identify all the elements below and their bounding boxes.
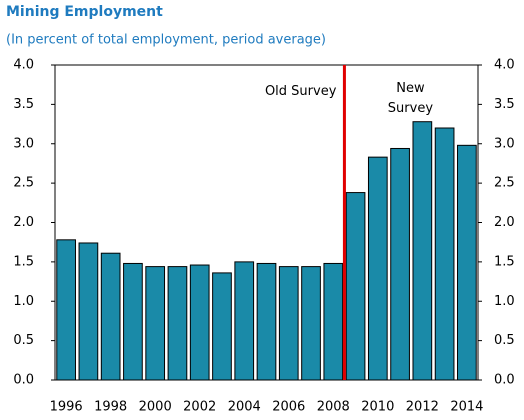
x-tick-label: 2012 bbox=[406, 400, 439, 415]
x-tick-label: 2002 bbox=[183, 400, 216, 415]
bar bbox=[345, 192, 366, 381]
x-tick-label: 1996 bbox=[50, 400, 83, 415]
bar bbox=[123, 262, 143, 381]
bar bbox=[301, 266, 321, 381]
annotation: New Survey bbox=[388, 81, 434, 116]
y2-tick-label: 2.0 bbox=[494, 215, 515, 230]
y-tick-label: 2.0 bbox=[13, 215, 34, 230]
annotation: Old Survey bbox=[265, 84, 337, 99]
annotation-line: Survey bbox=[388, 101, 434, 116]
bar bbox=[145, 266, 166, 381]
bar bbox=[390, 147, 410, 381]
bar bbox=[78, 242, 99, 381]
y2-tick-label: 0.5 bbox=[494, 333, 515, 348]
bar bbox=[56, 239, 76, 381]
bar bbox=[167, 266, 188, 381]
x-tick-label: 2000 bbox=[139, 400, 172, 415]
x-tick-label: 1998 bbox=[94, 400, 127, 415]
bar bbox=[100, 252, 121, 381]
bar bbox=[256, 262, 277, 381]
x-tick-label: 2006 bbox=[272, 400, 305, 415]
y-tick-label: 0.5 bbox=[13, 333, 34, 348]
annotation-line: New bbox=[396, 81, 425, 96]
bar bbox=[457, 144, 477, 381]
y2-tick-label: 4.0 bbox=[494, 58, 515, 73]
chart-title: Mining Employment bbox=[6, 4, 163, 20]
annotation-line: Old Survey bbox=[265, 84, 337, 99]
plot-frame bbox=[54, 64, 479, 381]
y2-tick-label: 3.5 bbox=[494, 97, 515, 112]
y-tick-label: 0.0 bbox=[13, 373, 34, 388]
y-tick-label: 1.5 bbox=[13, 254, 34, 269]
y2-tick-label: 0.0 bbox=[494, 373, 515, 388]
bar bbox=[323, 262, 344, 381]
bar bbox=[412, 121, 433, 381]
y-tick-label: 3.5 bbox=[13, 97, 34, 112]
y-tick-label: 1.0 bbox=[13, 294, 34, 309]
bar bbox=[189, 264, 210, 381]
bar bbox=[234, 261, 255, 381]
y2-tick-label: 1.0 bbox=[494, 294, 515, 309]
y2-tick-label: 2.5 bbox=[494, 176, 515, 191]
x-tick-label: 2008 bbox=[317, 400, 350, 415]
y2-tick-label: 3.0 bbox=[494, 136, 515, 151]
bar bbox=[434, 127, 455, 381]
x-tick-label: 2014 bbox=[450, 400, 483, 415]
y2-tick-label: 1.5 bbox=[494, 254, 515, 269]
y-tick-label: 2.5 bbox=[13, 176, 34, 191]
bar bbox=[367, 156, 388, 381]
x-tick-label: 2004 bbox=[228, 400, 261, 415]
x-tick-label: 2010 bbox=[361, 400, 394, 415]
y-tick-label: 3.0 bbox=[13, 136, 34, 151]
y-tick-label: 4.0 bbox=[13, 58, 34, 73]
chart-subtitle: (In percent of total employment, period … bbox=[6, 33, 326, 48]
bar bbox=[212, 272, 232, 381]
bar bbox=[278, 266, 299, 381]
